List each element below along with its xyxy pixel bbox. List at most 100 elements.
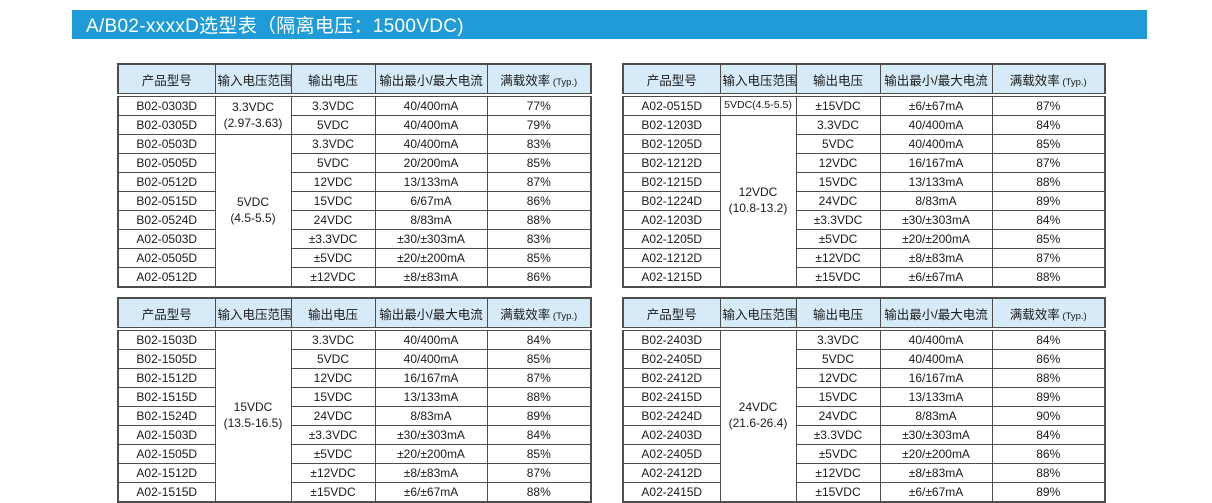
cell-output-voltage: 15VDC (795, 387, 881, 407)
cell-efficiency: 84% (991, 115, 1106, 135)
cell-output-voltage: ±5VDC (290, 248, 376, 268)
cell-model: B02-0524D (117, 210, 216, 230)
cell-model: A02-0515D (622, 94, 721, 116)
input-range-line: (21.6-26.4) (728, 416, 788, 430)
cell-model: B02-1203D (622, 115, 721, 135)
header-row: 产品型号 输入电压范围 输出电压 输出最小/最大电流 满载效率 (Typ.) (117, 297, 592, 331)
cell-output-voltage: ±15VDC (795, 94, 881, 116)
cell-model: A02-1215D (622, 267, 721, 288)
input-range-line: 24VDC (738, 400, 778, 415)
col-header-input-range: 输入电压范围 (214, 297, 292, 331)
cell-model: B02-1215D (622, 172, 721, 192)
input-range-line: 12VDC (738, 185, 778, 200)
selection-table-bottom-right: 产品型号 输入电压范围 输出电压 输出最小/最大电流 满载效率 (Typ.) B02-24… (622, 297, 1106, 503)
selection-table-top-left: 产品型号 输入电压范围 输出电压 输出最小/最大电流 满载效率 (Typ.) B02-03… (117, 63, 592, 288)
cell-input-range: 3.3VDC (2.97-3.63) (214, 94, 292, 135)
cell-output-voltage: 15VDC (290, 191, 376, 211)
input-range-line: 15VDC (233, 400, 273, 415)
input-range-line: 5VDC (236, 194, 269, 209)
cell-efficiency: 86% (486, 191, 592, 211)
table-row: B02-1524D 24VDC 8/83mA 89% (117, 406, 592, 426)
efficiency-typ-note: (Typ.) (1059, 310, 1087, 322)
table-row: B02-1212D 12VDC 16/167mA 87% (622, 153, 1106, 173)
cell-model: A02-2415D (622, 482, 721, 503)
cell-model: B02-0512D (117, 172, 216, 192)
efficiency-label: 满载效率 (500, 307, 551, 322)
table-row: A02-1512D ±12VDC ±8/±83mA 87% (117, 463, 592, 483)
cell-model: A02-1512D (117, 463, 216, 483)
cell-efficiency: 88% (991, 267, 1106, 288)
col-header-input-range: 输入电压范围 (719, 63, 797, 97)
cell-efficiency: 85% (486, 444, 592, 464)
cell-output-voltage: ±3.3VDC (290, 229, 376, 249)
cell-output-current: ±6/±67mA (374, 482, 488, 503)
cell-output-voltage: 24VDC (290, 406, 376, 426)
col-header-output-current: 输出最小/最大电流 (879, 297, 993, 331)
cell-efficiency: 84% (486, 328, 592, 350)
cell-output-voltage: ±15VDC (795, 267, 881, 288)
cell-input-range: 5VDC(4.5-5.5) (214, 134, 292, 288)
cell-efficiency: 86% (991, 444, 1106, 464)
cell-model: B02-1515D (117, 387, 216, 407)
cell-model: B02-0305D (117, 115, 216, 135)
cell-output-voltage: 24VDC (795, 406, 881, 426)
cell-efficiency: 77% (486, 94, 592, 116)
col-header-output-voltage: 输出电压 (795, 297, 881, 331)
table-row: A02-0512D ±12VDC ±8/±83mA 86% (117, 267, 592, 288)
cell-efficiency: 88% (991, 463, 1106, 483)
cell-model: B02-0503D (117, 134, 216, 154)
cell-output-current: 40/400mA (879, 328, 993, 350)
cell-output-voltage: 5VDC (290, 349, 376, 369)
cell-output-current: 13/133mA (879, 387, 993, 407)
table-row: B02-0303D 3.3VDC (2.97-3.63) 3.3VDC 40/400mA… (117, 94, 592, 135)
cell-output-current: ±20/±200mA (879, 444, 993, 464)
cell-output-voltage: 5VDC (795, 134, 881, 154)
cell-output-voltage: ±5VDC (290, 444, 376, 464)
table-row: B02-0505D 5VDC 20/200mA 85% (117, 153, 592, 173)
input-range-line: (4.5-5.5) (230, 210, 276, 225)
selection-table-bottom-left: 产品型号 输入电压范围 输出电压 输出最小/最大电流 满载效率 (Typ.) B02-15… (117, 297, 592, 503)
efficiency-typ-note: (Typ.) (550, 76, 578, 88)
cell-model: B02-0505D (117, 153, 216, 173)
col-header-efficiency: 满载效率 (Typ.) (486, 63, 592, 97)
cell-output-voltage: 12VDC (795, 368, 881, 388)
cell-efficiency: 89% (486, 406, 592, 426)
table-row: A02-0515D 5VDC(4.5-5.5) ±15VDC ±6/±67mA 87% (622, 94, 1106, 116)
efficiency-label: 满载效率 (500, 73, 551, 88)
table-row: B02-1512D 12VDC 16/167mA 87% (117, 368, 592, 388)
cell-output-voltage: 5VDC (290, 115, 376, 135)
cell-output-voltage: 12VDC (290, 172, 376, 192)
input-range-line: 5VDC(4.5-5.5) (724, 99, 792, 112)
cell-output-current: 16/167mA (879, 368, 993, 388)
cell-model: B02-1224D (622, 191, 721, 211)
cell-output-voltage: 15VDC (795, 172, 881, 192)
table-row: B02-0524D 24VDC 8/83mA 88% (117, 210, 592, 230)
header-row: 产品型号 输入电压范围 输出电压 输出最小/最大电流 满载效率 (Typ.) (622, 63, 1106, 97)
cell-output-voltage: 3.3VDC (290, 134, 376, 154)
table-row: B02-2415D 15VDC 13/133mA 89% (622, 387, 1106, 407)
cell-efficiency: 88% (991, 172, 1106, 192)
cell-model: A02-0503D (117, 229, 216, 249)
cell-output-current: ±20/±200mA (879, 229, 993, 249)
cell-model: A02-0512D (117, 267, 216, 288)
cell-model: B02-2424D (622, 406, 721, 426)
cell-model: A02-2412D (622, 463, 721, 483)
cell-efficiency: 88% (486, 482, 592, 503)
col-header-input-range: 输入电压范围 (719, 297, 797, 331)
cell-output-current: 8/83mA (374, 210, 488, 230)
table-row: B02-2405D 5VDC 40/400mA 86% (622, 349, 1106, 369)
col-header-model: 产品型号 (117, 297, 216, 331)
table-row: A02-2415D ±15VDC ±6/±67mA 89% (622, 482, 1106, 503)
col-header-efficiency: 满载效率 (Typ.) (991, 63, 1106, 97)
table-row: A02-1503D ±3.3VDC ±30/±303mA 84% (117, 425, 592, 445)
cell-output-current: ±30/±303mA (374, 229, 488, 249)
cell-output-current: ±8/±83mA (374, 463, 488, 483)
cell-output-current: 40/400mA (879, 134, 993, 154)
cell-efficiency: 84% (991, 210, 1106, 230)
cell-output-current: ±30/±303mA (374, 425, 488, 445)
cell-model: B02-1212D (622, 153, 721, 173)
cell-efficiency: 85% (486, 248, 592, 268)
cell-output-current: ±30/±303mA (879, 425, 993, 445)
cell-model: B02-2403D (622, 328, 721, 350)
cell-efficiency: 85% (991, 229, 1106, 249)
